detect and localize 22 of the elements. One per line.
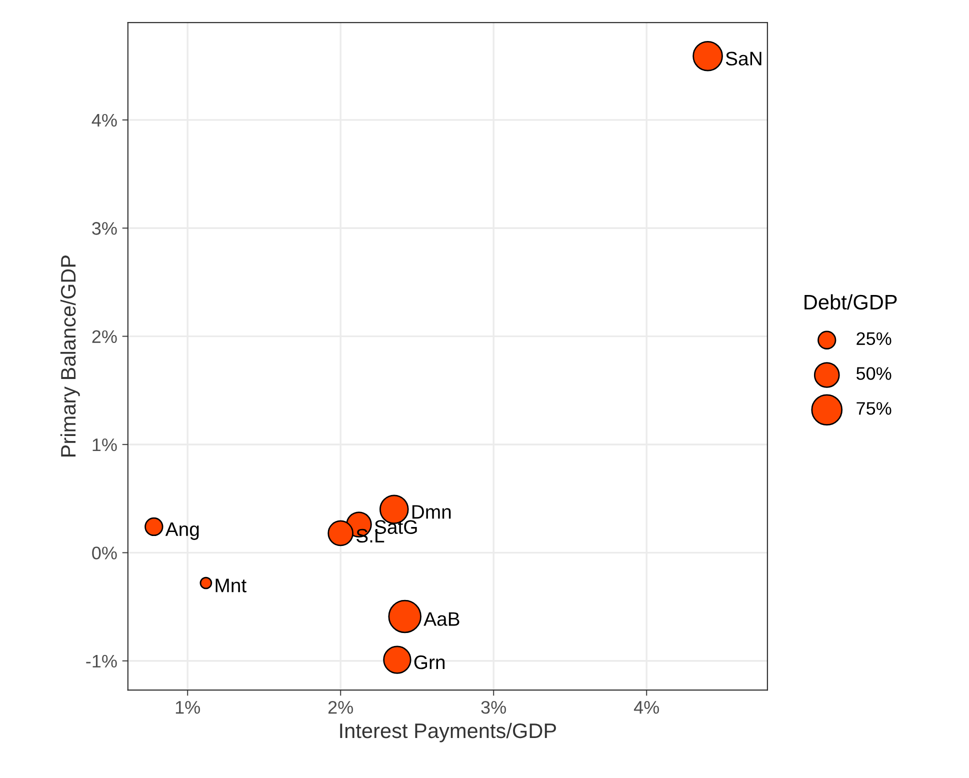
annotation: SaN — [726, 52, 762, 66]
legend-label: 50% — [856, 367, 892, 380]
legend-label: 75% — [856, 402, 892, 415]
y-tick-label: 0% — [92, 546, 117, 560]
y-tick-label: 2% — [92, 330, 117, 343]
annotation: Dmn — [412, 505, 451, 519]
x-tick-label: 4% — [634, 701, 659, 714]
x-axis-title: Interest Payments/GDP — [340, 722, 556, 742]
y-axis-title: Primary Balance/GDP — [60, 256, 80, 456]
annotation: Ang — [165, 522, 199, 540]
x-tick-label: 1% — [176, 701, 200, 714]
annotation: Grn — [414, 655, 445, 670]
legend-title: Debt/GDP — [804, 294, 897, 310]
annotation: AaB — [424, 612, 460, 626]
y-tick-label: 1% — [92, 438, 117, 452]
y-tick-label: 4% — [92, 114, 117, 127]
legend-label: 25% — [856, 332, 892, 346]
x-tick-label: 3% — [481, 700, 506, 714]
x-tick-label: 2% — [328, 700, 353, 714]
y-tick-label: -1% — [86, 654, 117, 668]
y-tick-label: 3% — [92, 222, 117, 235]
annotation: Mnt — [216, 578, 246, 592]
